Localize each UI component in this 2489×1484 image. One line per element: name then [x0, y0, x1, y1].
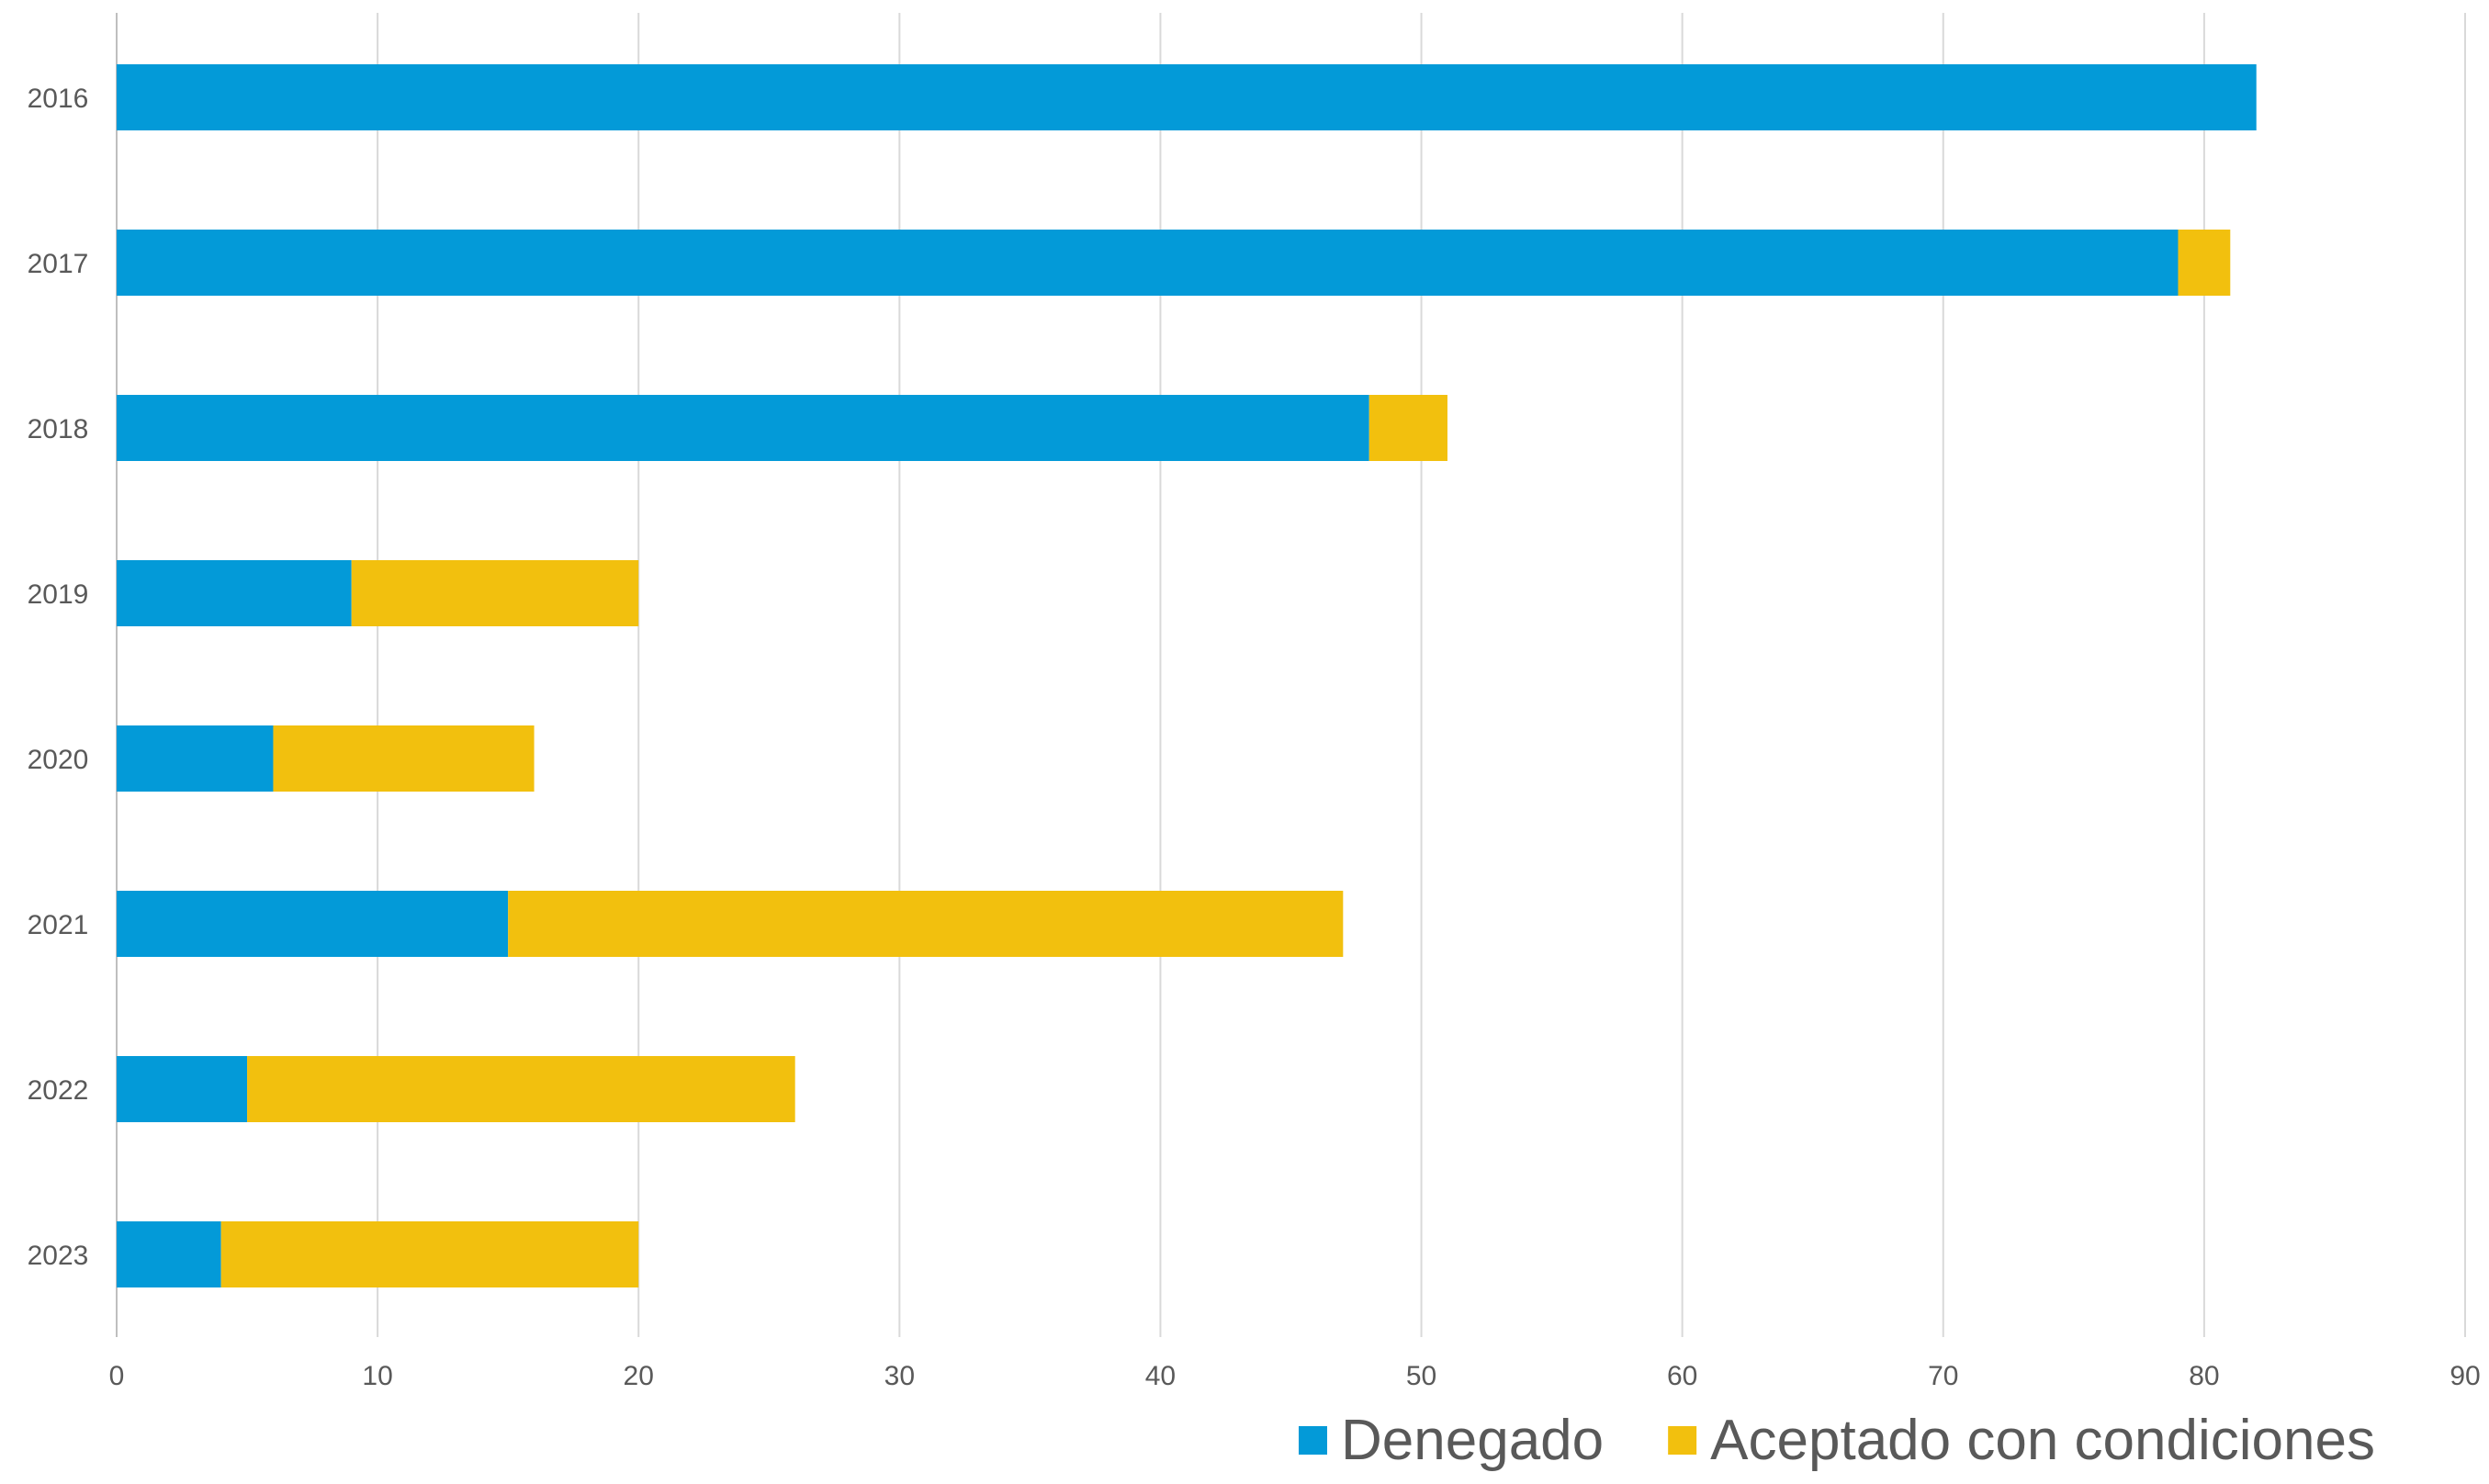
- x-tick-label: 0: [109, 1361, 125, 1391]
- legend-label-aceptado-con-condiciones: Aceptado con condiciones: [1710, 1409, 2375, 1472]
- y-tick-label: 2021: [28, 910, 89, 940]
- bar-aceptado-con-condiciones-2022: [247, 1056, 795, 1122]
- bar-denegado-2018: [117, 395, 1369, 461]
- x-tick-label: 60: [1667, 1361, 1697, 1391]
- y-tick-label: 2018: [28, 414, 89, 444]
- x-tick-label: 90: [2450, 1361, 2480, 1391]
- bar-aceptado-con-condiciones-2020: [273, 725, 535, 792]
- legend-swatch-aceptado-con-condiciones: [1668, 1426, 1697, 1455]
- y-tick-label: 2016: [28, 84, 89, 114]
- y-tick-label: 2017: [28, 249, 89, 279]
- x-tick-label: 10: [362, 1361, 392, 1391]
- x-tick-label: 30: [884, 1361, 915, 1391]
- gridlines: [116, 13, 2466, 1337]
- bar-aceptado-con-condiciones-2017: [2178, 230, 2231, 296]
- y-tick-label: 2019: [28, 579, 89, 610]
- x-tick-label: 20: [624, 1361, 654, 1391]
- x-tick-label: 50: [1406, 1361, 1436, 1391]
- bar-denegado-2016: [117, 64, 2257, 130]
- bar-aceptado-con-condiciones-2019: [351, 560, 639, 626]
- bar-aceptado-con-condiciones-2021: [508, 891, 1344, 957]
- y-tick-label: 2022: [28, 1075, 89, 1106]
- legend-swatch-denegado: [1299, 1426, 1327, 1455]
- bars: [117, 64, 2257, 1287]
- x-tick-label: 70: [1928, 1361, 1958, 1391]
- bar-aceptado-con-condiciones-2018: [1368, 395, 1447, 461]
- bar-denegado-2017: [117, 230, 2179, 296]
- x-tick-label: 80: [2189, 1361, 2219, 1391]
- bar-denegado-2022: [117, 1056, 248, 1122]
- y-tick-label: 2023: [28, 1241, 89, 1271]
- bar-denegado-2021: [117, 891, 509, 957]
- legend-label-denegado: Denegado: [1341, 1409, 1604, 1472]
- axes: 0 10 20 30 40 50 60 70 80 90 2016 2017 2018 2019 2020 2…: [28, 84, 2481, 1391]
- bar-denegado-2020: [117, 725, 274, 792]
- bar-denegado-2019: [117, 560, 352, 626]
- y-tick-label: 2020: [28, 745, 89, 775]
- bar-denegado-2023: [117, 1221, 221, 1287]
- x-tick-label: 40: [1145, 1361, 1176, 1391]
- legend: Denegado Aceptado con condiciones: [1299, 1409, 2375, 1472]
- bar-aceptado-con-condiciones-2023: [220, 1221, 639, 1287]
